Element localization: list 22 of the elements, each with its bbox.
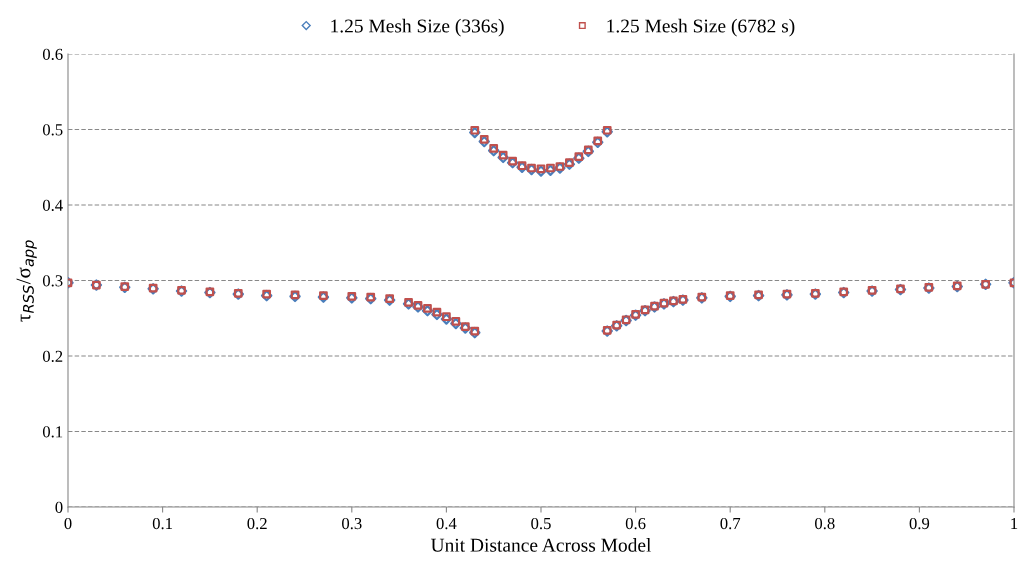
y-tick-label: 0.6 bbox=[42, 48, 63, 61]
y-tick-label: 0.1 bbox=[42, 426, 63, 438]
y-tick-label: 0.5 bbox=[42, 124, 63, 136]
x-tick-label: 0.1 bbox=[152, 517, 173, 530]
x-tick-label: 0.5 bbox=[531, 517, 551, 530]
x-tick-label: 0 bbox=[64, 517, 72, 530]
y-axis-title: τ$_{RSS}$/σ$_{app}$ bbox=[16, 240, 37, 322]
legend-label: 1.25 Mesh Size (6782 s) bbox=[607, 18, 795, 37]
legend-label: 1.25 Mesh Size (336s) bbox=[331, 18, 504, 37]
x-axis-title: Unit Distance Across Model bbox=[430, 538, 652, 552]
x-tick-label: 1 bbox=[1011, 517, 1018, 529]
y-tick-label: 0 bbox=[55, 501, 63, 513]
y-tick-label: 0.2 bbox=[42, 350, 63, 363]
x-tick-label: 0.9 bbox=[909, 517, 930, 530]
x-tick-label: 0.8 bbox=[815, 517, 835, 530]
y-tick-label: 0.4 bbox=[42, 199, 63, 212]
x-tick-label: 0.6 bbox=[625, 517, 646, 530]
x-tick-label: 0.4 bbox=[436, 517, 457, 530]
x-tick-label: 0.3 bbox=[342, 517, 362, 530]
x-tick-label: 0.7 bbox=[720, 517, 741, 530]
x-tick-label: 0.2 bbox=[247, 517, 267, 530]
y-tick-label: 0.3 bbox=[42, 275, 63, 287]
